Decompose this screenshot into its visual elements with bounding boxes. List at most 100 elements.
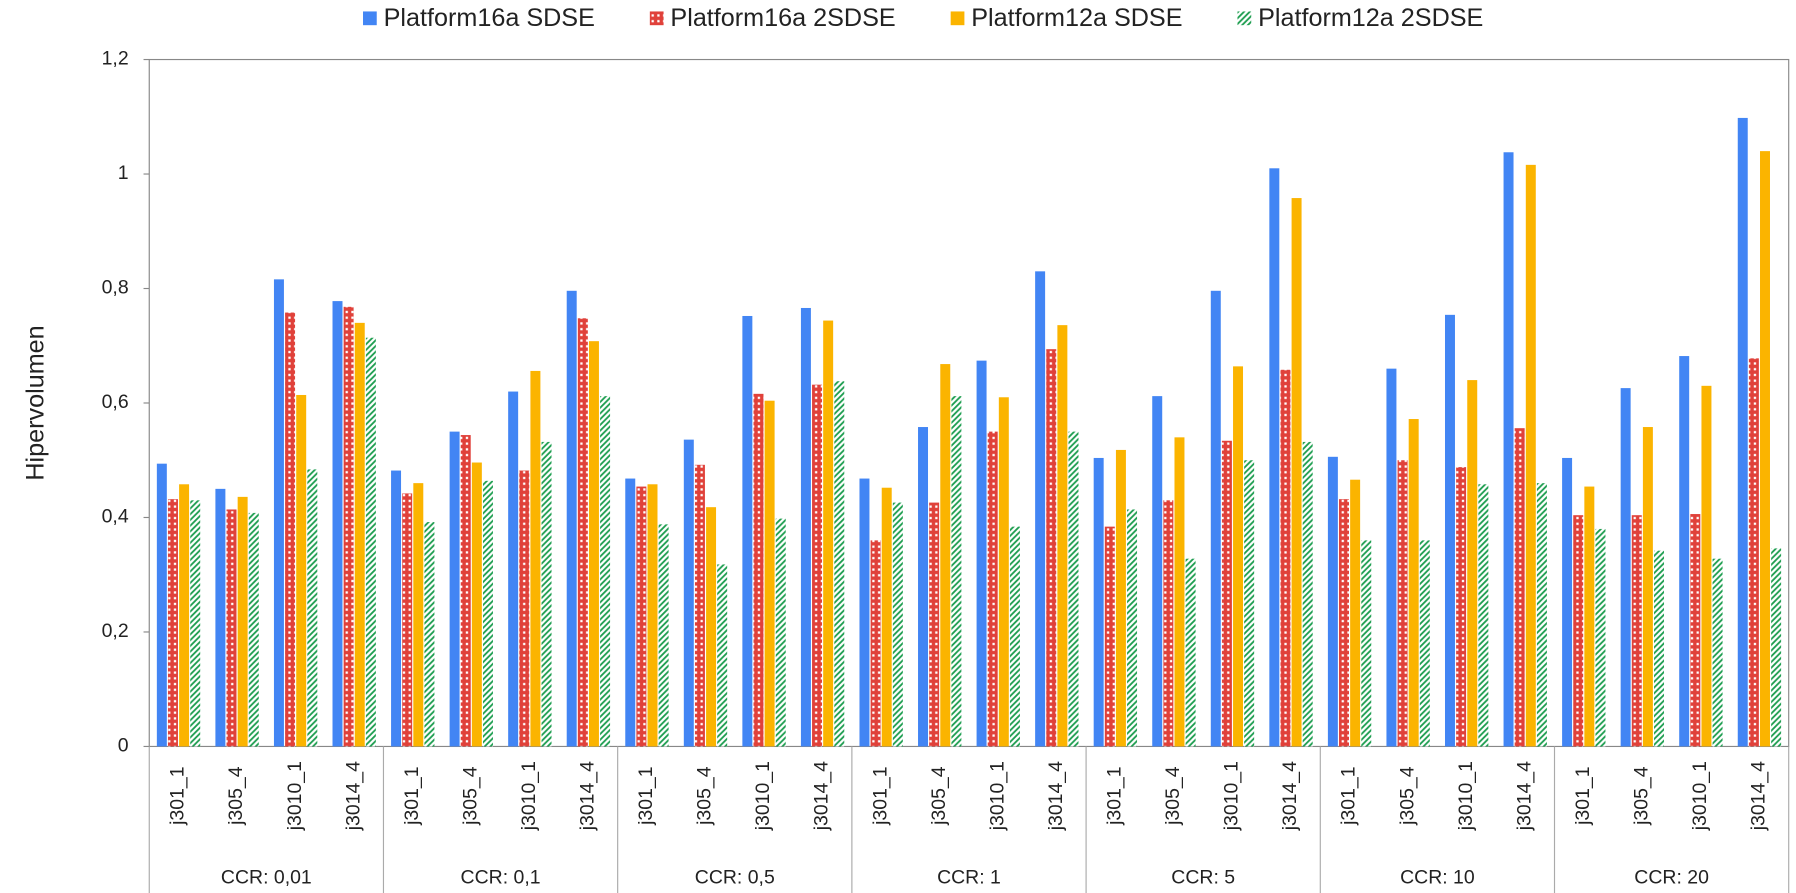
bar xyxy=(1737,117,1748,747)
bar xyxy=(248,512,259,747)
bar xyxy=(1046,349,1057,747)
x-tick-label: j3014_4 xyxy=(1748,761,1770,831)
bar xyxy=(998,397,1009,747)
x-tick-label: j3010_1 xyxy=(518,761,540,831)
legend-item: Platform16a 2SDSE xyxy=(649,4,896,32)
bar xyxy=(1690,514,1701,747)
bar xyxy=(658,524,669,747)
bar xyxy=(1115,449,1126,747)
bar xyxy=(1701,385,1712,747)
bar xyxy=(1035,271,1046,747)
bar xyxy=(530,370,541,747)
x-tick-label: j3010_1 xyxy=(284,761,306,831)
bar xyxy=(1573,515,1584,747)
bar xyxy=(859,478,870,747)
legend-swatch xyxy=(363,11,377,26)
bar xyxy=(566,290,577,747)
y-axis-title: Hipervolumen xyxy=(22,325,50,480)
bar xyxy=(1185,558,1196,747)
bar xyxy=(892,502,903,747)
bar xyxy=(1302,441,1313,747)
group-label: CCR: 0,01 xyxy=(221,866,312,888)
y-tick-label: 0,8 xyxy=(102,277,129,299)
bar xyxy=(215,488,226,747)
bar xyxy=(471,462,482,747)
bar xyxy=(1467,380,1478,747)
bar xyxy=(519,470,530,747)
x-tick-label: j305_4 xyxy=(225,766,247,826)
bar xyxy=(870,540,881,747)
bar xyxy=(600,396,611,747)
bar xyxy=(1595,528,1606,747)
bar xyxy=(1152,396,1163,747)
group-label: CCR: 1 xyxy=(937,866,1001,888)
bar xyxy=(1536,483,1547,747)
bar xyxy=(742,315,753,747)
bar xyxy=(296,394,307,747)
bar xyxy=(482,480,493,747)
x-tick-label: j305_4 xyxy=(694,766,716,826)
x-tick-label: j301_1 xyxy=(1572,766,1594,825)
bar xyxy=(1748,358,1759,747)
bar xyxy=(237,496,248,747)
bar xyxy=(1712,558,1723,747)
bar xyxy=(179,484,190,747)
x-tick-label: j301_1 xyxy=(635,766,657,825)
bar xyxy=(976,360,987,747)
bar xyxy=(636,486,647,747)
bar xyxy=(683,439,694,747)
bar xyxy=(460,435,471,747)
bar xyxy=(1280,369,1291,747)
bar xyxy=(1093,457,1104,747)
bar xyxy=(1327,456,1338,747)
bar xyxy=(273,279,284,747)
bar xyxy=(226,509,237,747)
bar xyxy=(577,318,588,747)
bar xyxy=(1009,526,1020,747)
bar xyxy=(717,564,728,747)
bar xyxy=(1408,419,1419,747)
bar xyxy=(951,396,962,747)
x-tick-label: j301_1 xyxy=(1338,766,1360,825)
bar xyxy=(764,400,775,747)
bar xyxy=(1456,467,1467,747)
bar xyxy=(987,431,998,747)
legend-label: Platform12a 2SDSE xyxy=(1258,4,1483,32)
bar xyxy=(588,341,599,747)
bar xyxy=(1291,198,1302,747)
x-tick-label: j3010_1 xyxy=(1455,761,1477,831)
plot-frame xyxy=(148,58,1790,748)
legend-swatch xyxy=(1237,11,1252,26)
bar xyxy=(1679,356,1690,747)
bar xyxy=(1269,168,1280,747)
legend-label: Platform16a SDSE xyxy=(384,4,595,32)
x-tick-label: j3014_4 xyxy=(342,761,364,831)
x-tick-label: j3014_4 xyxy=(577,761,599,831)
x-tick-label: j301_1 xyxy=(869,766,891,825)
bar xyxy=(1174,437,1185,747)
bar xyxy=(1068,431,1079,747)
bar xyxy=(1386,368,1397,747)
x-tick-label: j305_4 xyxy=(1162,766,1184,826)
group-label: CCR: 10 xyxy=(1400,866,1475,888)
x-tick-label: j3010_1 xyxy=(1221,761,1243,831)
bar xyxy=(625,478,636,747)
x-tick-label: j301_1 xyxy=(167,766,189,825)
legend-item: Platform12a SDSE xyxy=(950,4,1183,32)
bar xyxy=(800,307,811,747)
y-tick-label: 0,2 xyxy=(102,620,129,642)
x-tick-label: j3010_1 xyxy=(1689,761,1711,831)
bar xyxy=(402,493,413,747)
bar xyxy=(508,391,519,747)
bar xyxy=(1654,550,1665,747)
legend-swatch xyxy=(649,11,664,26)
bar xyxy=(1244,460,1255,747)
x-tick-label: j3010_1 xyxy=(986,761,1008,831)
bar xyxy=(1503,152,1514,747)
bar xyxy=(940,364,951,747)
legend-item: Platform16a SDSE xyxy=(363,4,595,32)
bar xyxy=(1361,540,1372,747)
y-tick-label: 1,2 xyxy=(102,48,129,70)
